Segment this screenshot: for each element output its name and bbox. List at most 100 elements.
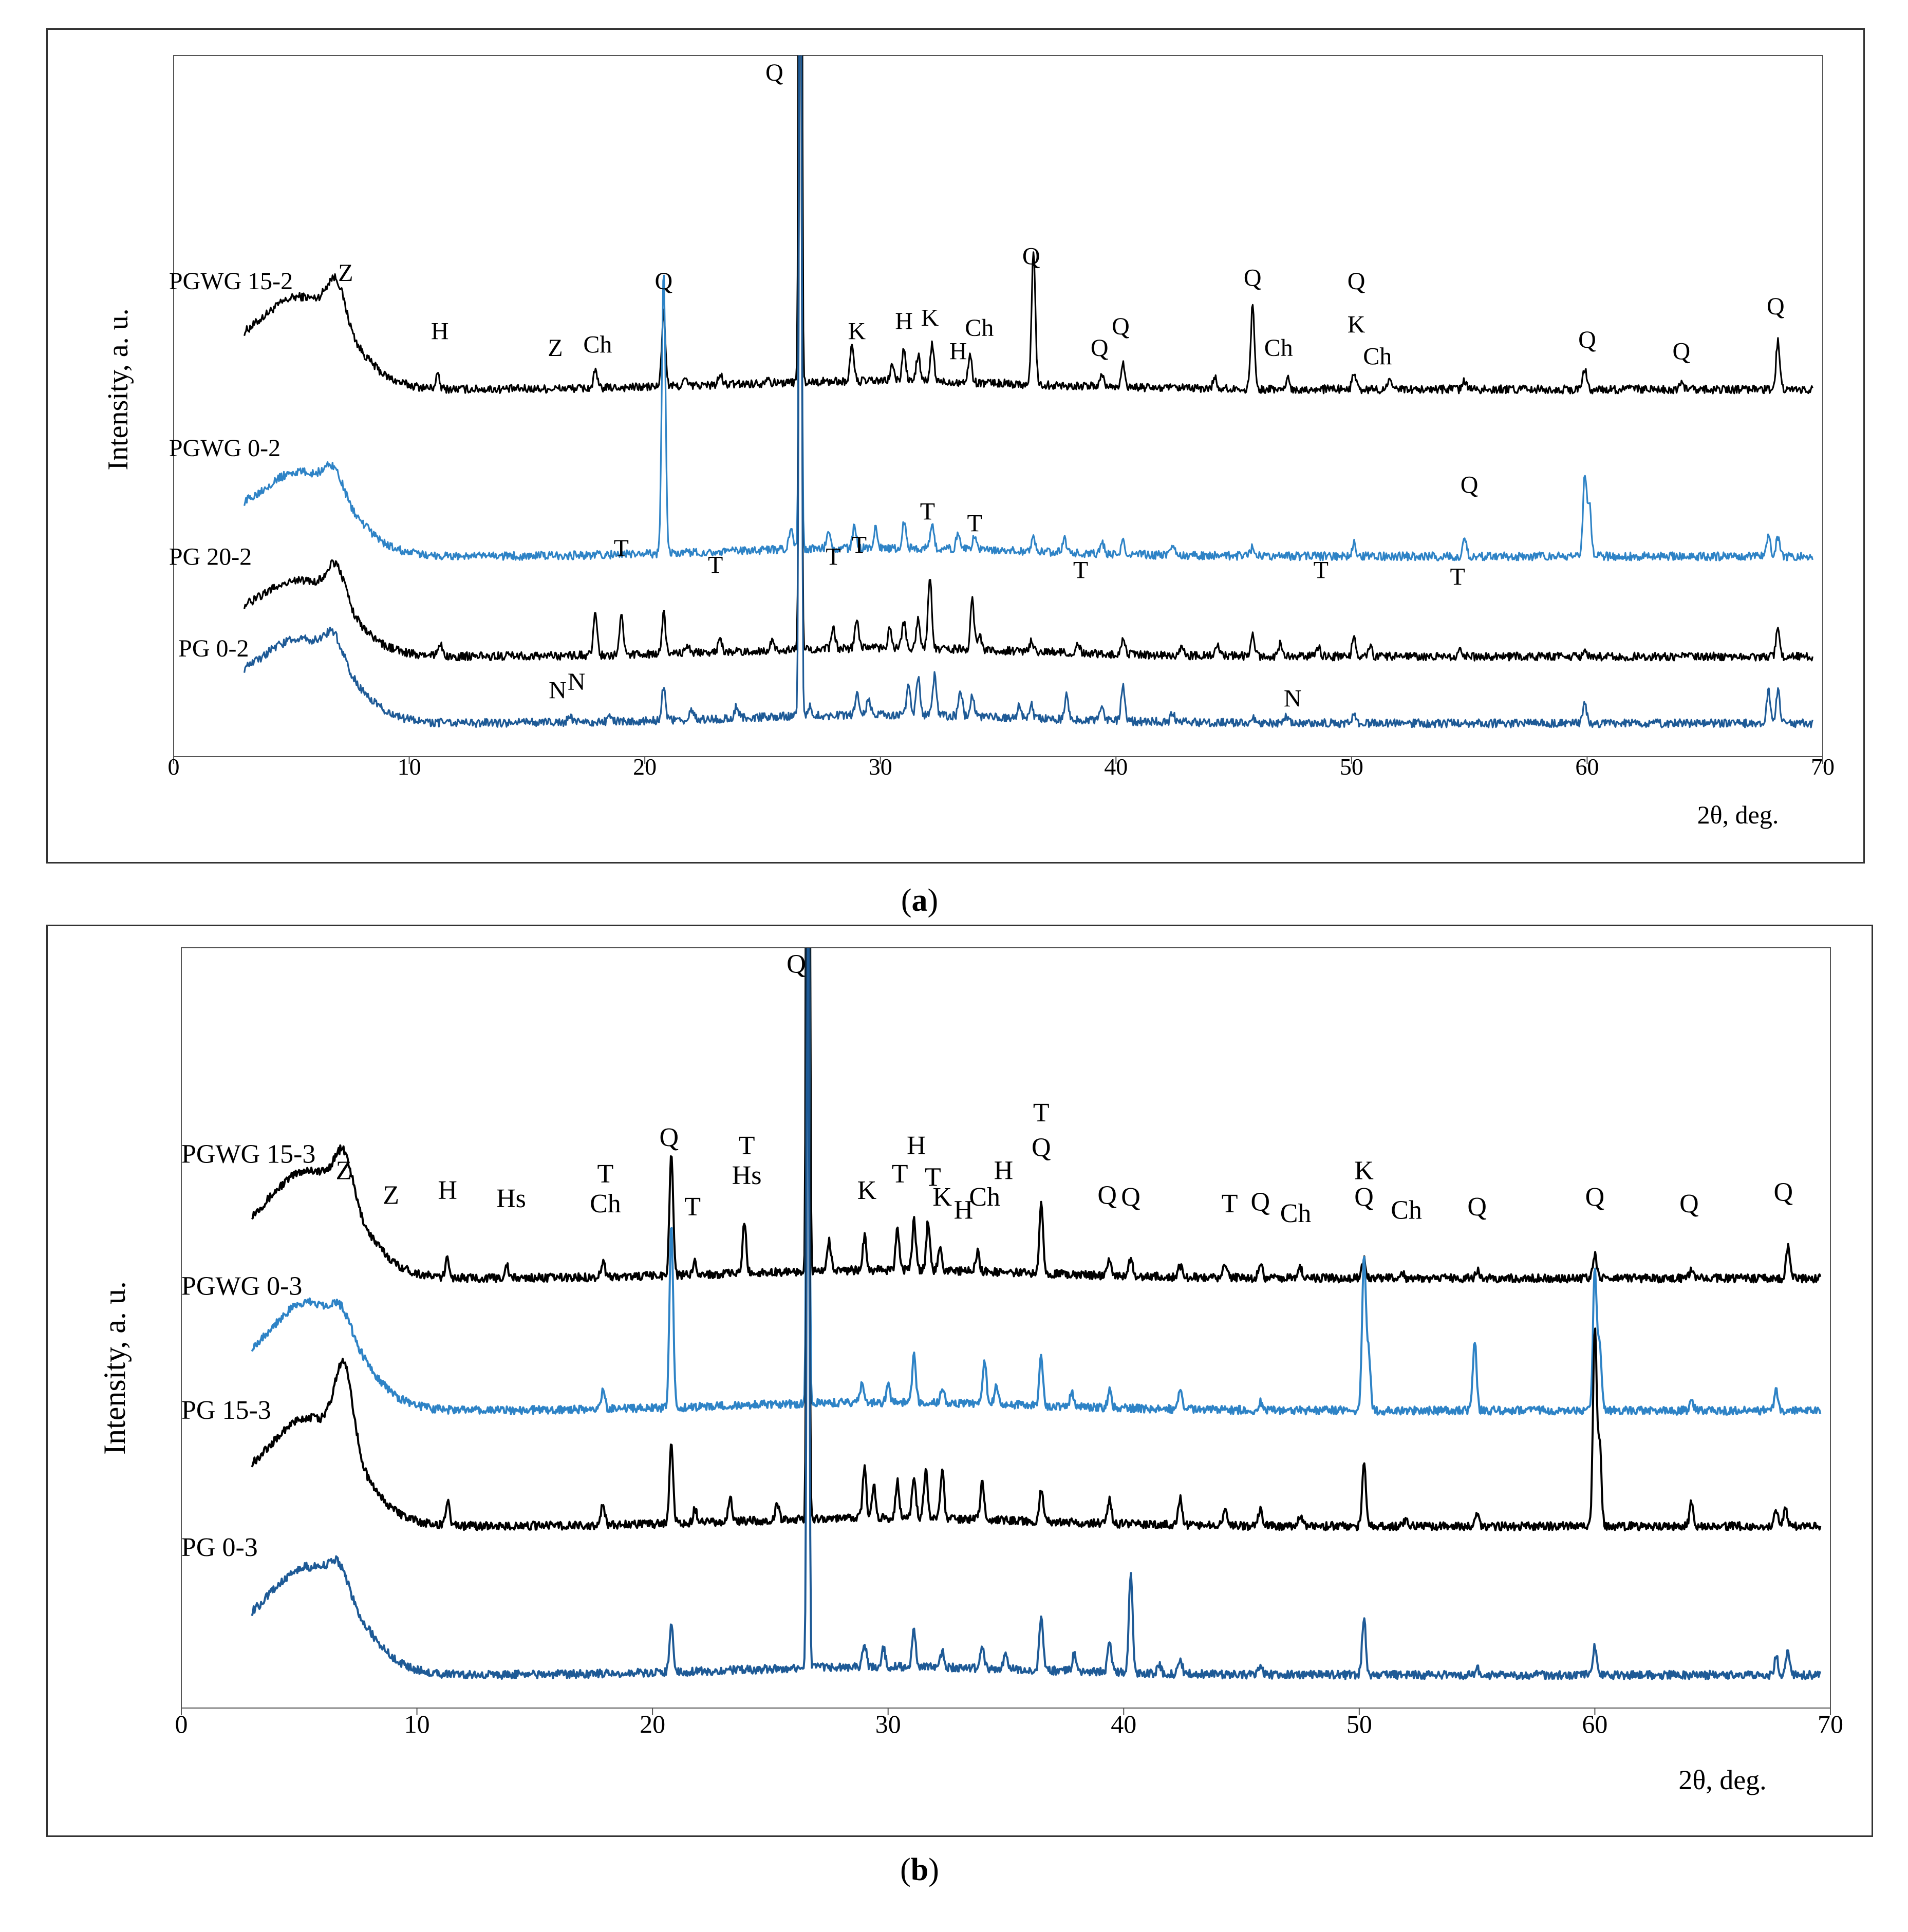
phase-peak-label: Q (1032, 1133, 1051, 1162)
plot-area (173, 55, 1823, 757)
x-tick-label: 50 (1346, 1710, 1372, 1738)
phase-peak-label: T (1222, 1189, 1238, 1218)
phase-peak-label: Q (1578, 326, 1596, 353)
phase-peak-label: T (852, 532, 867, 559)
chart-panel-a: 0 10 20 30 40 50 60 70 2θ, deg. Intensity, a. u. P… (46, 28, 1865, 864)
phase-peak-label: Ch (1363, 343, 1392, 370)
phase-peak-label: Q (1348, 268, 1365, 295)
series-name-label: PGWG 15-2 (169, 268, 293, 295)
phase-peak-label: T (920, 498, 935, 526)
phase-peak-label: T (826, 543, 840, 570)
phase-peak-label: Q (1022, 242, 1040, 270)
x-tick-label: 0 (175, 1710, 188, 1738)
series-line-pg-15-3 (251, 948, 1822, 1532)
phase-peak-label: K (848, 318, 866, 345)
phase-peak-label: T (1450, 563, 1465, 590)
phase-peak-label: T (1033, 1098, 1050, 1128)
phase-peak-label: Q (1767, 293, 1785, 320)
x-tick-label: 60 (1575, 754, 1599, 780)
series-line-pgwg-15-2 (244, 55, 1813, 395)
series-line-pg-0-3 (251, 948, 1822, 1680)
phase-peak-label: Z (383, 1181, 399, 1210)
x-tick-label: 70 (1818, 1710, 1843, 1738)
phase-peak-label: Ch (1280, 1199, 1312, 1228)
phase-peak-label: Q (1774, 1177, 1793, 1207)
phase-peak-label: K (1348, 311, 1365, 339)
phase-peak-label: Q (654, 268, 672, 295)
caption-b: (b) (900, 1852, 939, 1887)
phase-peak-label: T (597, 1159, 614, 1189)
x-tick-label: 50 (1340, 754, 1363, 780)
caption-a: (a) (901, 883, 939, 918)
series-line-pgwg-0-2 (244, 55, 1813, 561)
x-tick-label: 30 (875, 1710, 901, 1738)
series-name-label: PG 0-3 (181, 1533, 258, 1562)
phase-peak-label: T (892, 1159, 908, 1189)
series-line-pg-0-2 (244, 55, 1813, 728)
phase-peak-label: Z (548, 334, 563, 362)
phase-peak-label: Ch (1391, 1196, 1422, 1225)
phase-peak-label: T (684, 1192, 701, 1222)
x-tick-label: 20 (633, 754, 657, 780)
phase-peak-label: H (895, 308, 913, 335)
series-name-label: PGWG 0-3 (181, 1272, 302, 1301)
phase-peak-label: T (739, 1131, 755, 1160)
phase-peak-label: T (967, 510, 982, 537)
phase-peak-label: H (431, 318, 449, 345)
chart-panel-b: 0 10 20 30 40 50 60 70 2θ, deg. Intensity, a. u. P… (46, 925, 1873, 1837)
phase-peak-label: H (954, 1196, 974, 1225)
x-axis-label: 2θ, deg. (1697, 800, 1779, 829)
phase-peak-label: Ch (969, 1183, 1000, 1212)
phase-peak-label: T (614, 535, 629, 562)
phase-peak-label: Z (336, 1156, 352, 1185)
phase-peak-label: Ch (1264, 334, 1293, 362)
series-name-label: PGWG 0-2 (169, 435, 280, 462)
x-tick-label: 70 (1811, 754, 1835, 780)
phase-peak-label: Q (765, 59, 783, 86)
phase-peak-label: N (1284, 685, 1302, 712)
phase-peak-label: K (1354, 1156, 1374, 1185)
phase-peak-label: N (568, 668, 586, 696)
phase-peak-label: T (708, 552, 723, 579)
y-axis-label: Intensity, a. u. (98, 1281, 132, 1455)
phase-peak-label: Q (1461, 472, 1479, 499)
phase-peak-label: Q (1244, 265, 1262, 292)
phase-peak-label: T (1073, 556, 1088, 584)
phase-peak-label: K (921, 305, 939, 332)
x-tick-label: 0 (168, 754, 180, 780)
phase-peak-label: H (438, 1176, 457, 1205)
phase-peak-label: Q (1467, 1192, 1487, 1222)
x-tick-label: 20 (640, 1710, 665, 1738)
x-axis-label: 2θ, deg. (1678, 1765, 1766, 1795)
phase-peak-label: H (907, 1131, 926, 1160)
phase-peak-label: Q (1112, 313, 1130, 340)
phase-peak-label: Q (1354, 1183, 1374, 1212)
phase-peak-label: N (549, 677, 567, 704)
x-tick-label: 10 (398, 754, 421, 780)
xrd-chart-a: 0 10 20 30 40 50 60 70 2θ, deg. Intensity, a. u. P… (102, 55, 1835, 829)
series-line-pg-20-2 (244, 55, 1813, 662)
phase-peak-label: Q (1585, 1183, 1605, 1212)
phase-peak-label: H (994, 1156, 1014, 1185)
caption-a-letter: a (911, 883, 928, 918)
phase-peak-label: Ch (590, 1189, 621, 1218)
phase-peak-label: T (925, 1162, 941, 1192)
phase-peak-label: Z (338, 259, 353, 287)
phase-peak-label: Q (1091, 334, 1109, 362)
series-line-pgwg-0-3 (251, 948, 1822, 1416)
series-name-label: PG 0-2 (178, 635, 249, 662)
x-tick-label: 60 (1582, 1710, 1607, 1738)
phase-peak-label: Q (1679, 1189, 1699, 1218)
phase-peak-label: Q (1097, 1181, 1117, 1210)
x-tick-label: 40 (1111, 1710, 1136, 1738)
y-axis-label: Intensity, a. u. (102, 308, 134, 470)
series-name-label: PG 20-2 (169, 543, 252, 570)
phase-peak-label: Q (1250, 1188, 1270, 1217)
series-name-label: PGWG 15-3 (181, 1139, 315, 1169)
phase-peak-label: T (1314, 556, 1329, 584)
x-tick-label: 30 (869, 754, 892, 780)
phase-peak-label: Hs (496, 1184, 526, 1213)
phase-peak-label: Ch (583, 331, 612, 359)
phase-peak-label: Q (659, 1123, 679, 1152)
caption-b-letter: b (910, 1852, 929, 1887)
